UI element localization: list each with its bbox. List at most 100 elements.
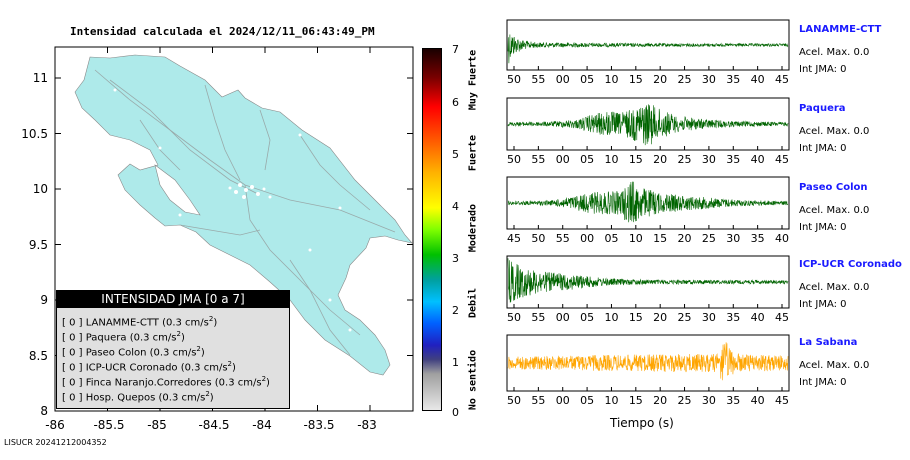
station-jma: Int JMA: 0 [799,64,847,75]
station-jma: Int JMA: 0 [799,143,847,154]
x-tick-label: 15 [629,153,643,166]
lon-label-85-5: -85.5 [93,418,125,432]
lon-label-84: -84 [252,418,272,432]
legend-title: INTENSIDAD JMA [0 a 7] [57,291,289,308]
towns [113,88,352,332]
x-tick-label: 25 [678,311,692,324]
x-tick-label: 00 [556,153,570,166]
x-tick-label: 05 [580,311,594,324]
x-tick-label: 15 [653,232,667,245]
x-tick-label: 00 [556,394,570,407]
x-tick-label: 35 [726,311,740,324]
x-tick-label: 45 [775,73,789,86]
x-tick-label: 30 [702,394,716,407]
lat-label-8-5: 8.5 [28,349,48,363]
station-acel: Acel. Max. 0.0 [799,282,870,293]
lon-label-84-5: -84.5 [198,418,230,432]
lat-label-11: 11 [32,71,48,85]
x-tick-label: 40 [751,311,765,324]
colorbar-tick-6: 6 [452,96,459,109]
lat-label-8: 8 [40,404,48,418]
x-tick-label: 30 [702,311,716,324]
lon-label-85: -85 [147,418,167,432]
station-name: La Sabana [799,337,858,348]
x-tick-label: 20 [653,153,667,166]
station-acel: Acel. Max. 0.0 [799,360,870,371]
x-tick-label: 50 [531,232,545,245]
x-tick-label: 20 [653,311,667,324]
x-tick-label: 30 [726,232,740,245]
intensity-colorbar [422,48,442,411]
x-tick-label: 35 [726,153,740,166]
station-acel: Acel. Max. 0.0 [799,205,870,216]
legend-item: [ 0 ] ICP-UCR Coronado (0.3 cm/s2) [62,360,236,374]
x-tick-label: 55 [531,73,545,86]
x-tick-label: 20 [678,232,692,245]
x-tick-label: 25 [702,232,716,245]
x-tick-label: 50 [507,311,521,324]
x-tick-label: 15 [629,311,643,324]
x-tick-label: 10 [604,153,618,166]
legend-item: [ 0 ] Paquera (0.3 cm/s2) [62,330,185,344]
colorbar-tick-1: 1 [452,356,459,369]
station-jma: Int JMA: 0 [799,377,847,388]
station-acel: Acel. Max. 0.0 [799,126,870,137]
legend-item: [ 0 ] LANAMME-CTT (0.3 cm/s2) [62,315,218,329]
time-axis-label: Tiempo (s) [610,416,674,430]
x-tick-label: 55 [556,232,570,245]
x-tick-label: 15 [629,394,643,407]
x-tick-label: 50 [507,394,521,407]
x-tick-label: 55 [531,153,545,166]
x-tick-label: 10 [629,232,643,245]
x-tick-label: 50 [507,153,521,166]
x-tick-label: 40 [751,394,765,407]
x-tick-label: 45 [507,232,521,245]
seismogram-trace [507,34,789,64]
x-tick-label: 45 [775,153,789,166]
x-tick-label: 25 [678,153,692,166]
colorbar-tick-0: 0 [452,406,459,419]
x-tick-label: 05 [580,394,594,407]
colorbar-tick-4: 4 [452,200,459,213]
seismogram-trace [507,104,789,146]
station-name: Paseo Colon [799,182,868,193]
x-tick-label: 05 [580,153,594,166]
x-tick-label: 45 [775,311,789,324]
lat-label-10: 10 [32,182,48,196]
x-tick-label: 35 [751,232,765,245]
x-tick-label: 05 [604,232,618,245]
x-tick-label: 05 [580,73,594,86]
road-network [94,69,396,356]
x-tick-label: 25 [678,394,692,407]
x-tick-label: 10 [604,311,618,324]
seismogram-trace [507,258,789,303]
seismogram-trace [507,342,789,381]
x-tick-label: 35 [726,394,740,407]
legend-item: [ 0 ] Paseo Colon (0.3 cm/s2) [62,345,205,359]
x-tick-label: 55 [531,311,545,324]
seismogram-trace [507,181,789,223]
nicoya-gulf [154,164,201,216]
legend-item: [ 0 ] Finca Naranjo.Corredores (0.3 cm/s… [62,375,270,389]
lon-label-83: -83 [357,418,377,432]
station-acel: Acel. Max. 0.0 [799,47,870,58]
station-name: ICP-UCR Coronado [799,259,902,270]
x-tick-label: 45 [775,394,789,407]
colorbar-tick-3: 3 [452,252,459,265]
x-tick-label: 10 [604,394,618,407]
x-tick-label: 20 [653,73,667,86]
x-tick-label: 00 [556,73,570,86]
lat-label-10-5: 10.5 [21,127,48,141]
station-name: Paquera [799,103,846,114]
costa-rica-land [74,54,413,376]
x-tick-label: 00 [580,232,594,245]
x-tick-label: 50 [507,73,521,86]
intensity-legend: INTENSIDAD JMA [0 a 7] [ 0 ] LANAMME-CTT… [56,290,290,409]
colorbar-tick-5: 5 [452,148,459,161]
x-tick-label: 15 [629,73,643,86]
map-footer: LISUCR 20241212004352 [4,438,107,447]
lon-label-83-5: -83.5 [303,418,335,432]
station-name: LANAMME-CTT [799,24,882,35]
x-tick-label: 00 [556,311,570,324]
